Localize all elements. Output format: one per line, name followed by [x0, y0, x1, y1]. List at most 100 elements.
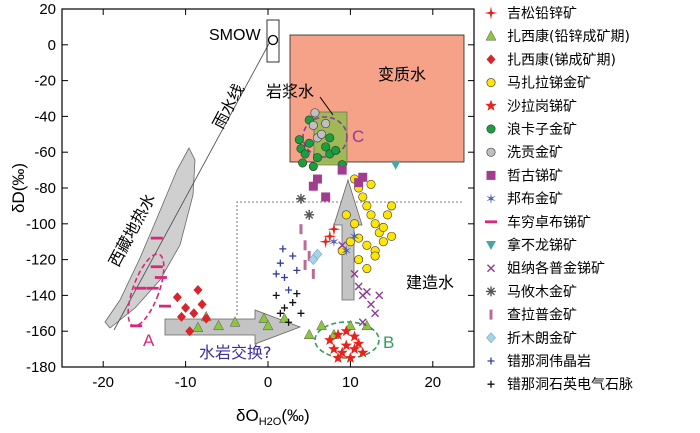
data-point [316, 319, 327, 331]
data-point [344, 352, 357, 363]
legend-marker [487, 380, 495, 388]
data-point [176, 311, 186, 322]
x-axis-title-sub: H2O [259, 416, 282, 428]
data-point [299, 224, 303, 235]
formation-water-field [236, 201, 464, 315]
data-point [146, 286, 159, 290]
data-point [371, 309, 380, 318]
data-point [350, 269, 359, 278]
data-point [382, 210, 392, 220]
data-point [303, 240, 307, 251]
legend-label: 沙拉岗锑矿 [507, 99, 577, 115]
data-point [338, 241, 347, 250]
data-point [321, 192, 331, 202]
data-point [300, 149, 310, 159]
data-point [325, 133, 335, 143]
metamorphic-label: 变质水 [378, 65, 426, 84]
legend-marker [487, 357, 495, 365]
legend-marker [486, 147, 496, 157]
data-point [258, 312, 270, 323]
legend-label: 折木朗金矿 [507, 331, 577, 347]
y-tick-label: -80 [34, 180, 56, 197]
legend-label: 哲古锑矿 [507, 168, 563, 184]
legend-marker [487, 264, 495, 273]
data-point [375, 291, 384, 300]
data-point [293, 266, 301, 274]
data-point [358, 318, 367, 327]
y-tick-label: -100 [26, 216, 56, 233]
data-point [304, 209, 315, 220]
y-tick-label: -140 [26, 287, 56, 304]
data-point [262, 319, 274, 331]
legend-marker [486, 170, 496, 180]
data-point [354, 178, 364, 188]
data-point [390, 160, 401, 170]
label-b: B [383, 333, 394, 352]
data-point [348, 343, 361, 354]
legend-label: 姐纳各普金锑矿 [507, 261, 605, 277]
ellipse-b [314, 321, 380, 359]
magmatic-leader-line [319, 96, 334, 116]
x-axis-title: δOH2O(‰) [236, 406, 310, 428]
data-points [130, 108, 401, 363]
data-point [172, 292, 182, 303]
data-point [361, 319, 373, 331]
data-point [298, 158, 308, 168]
data-point [307, 251, 311, 262]
legend-marker [486, 193, 496, 205]
x-tick-label: -10 [175, 374, 197, 391]
data-point [366, 179, 376, 189]
data-point [327, 222, 341, 236]
legend-label: 洗贡金矿 [507, 145, 563, 161]
data-point [181, 302, 191, 313]
smow-box [266, 19, 280, 63]
data-point [185, 326, 195, 337]
exchange-label: 水岩交换? [199, 343, 272, 362]
data-point [370, 219, 380, 229]
data-point [272, 291, 280, 299]
data-point [285, 286, 293, 294]
x-tick-label: 10 [342, 374, 359, 391]
legend-label: 邦布金矿 [507, 192, 563, 208]
data-point [336, 346, 348, 358]
data-point [311, 268, 315, 279]
geothermal-water-field [104, 147, 196, 329]
legend-marker [485, 30, 497, 41]
legend-marker [485, 220, 497, 224]
data-point [329, 236, 339, 248]
data-point [354, 282, 363, 291]
data-point [308, 162, 318, 172]
data-point [352, 337, 365, 349]
y-tick-label: -160 [26, 323, 56, 340]
y-tick-label: -60 [34, 144, 56, 161]
data-point [289, 299, 297, 307]
data-point [276, 309, 284, 317]
y-tick-label: 0 [48, 37, 56, 54]
data-point [317, 129, 327, 139]
data-point [341, 245, 351, 257]
label-c: C [352, 127, 364, 146]
data-point [308, 181, 318, 191]
data-point [150, 265, 163, 269]
data-point [348, 330, 361, 342]
legend-marker [486, 241, 496, 250]
data-point [340, 325, 352, 337]
data-point [280, 274, 288, 281]
legend-label: 查拉普金矿 [507, 308, 577, 324]
data-point [387, 231, 397, 241]
data-point [201, 313, 211, 324]
data-point [304, 138, 314, 148]
legend-label: 扎西康(锑成矿期) [507, 51, 616, 68]
legend-marker [486, 78, 496, 88]
data-point [297, 309, 305, 317]
data-point [303, 259, 307, 270]
data-point [308, 120, 318, 130]
data-point [357, 346, 369, 358]
data-point [350, 219, 360, 229]
data-point [321, 142, 331, 152]
smow-label: SMOW [209, 27, 261, 44]
data-point [130, 324, 143, 328]
data-point [367, 300, 375, 309]
data-point [370, 251, 380, 261]
data-point [332, 352, 344, 363]
